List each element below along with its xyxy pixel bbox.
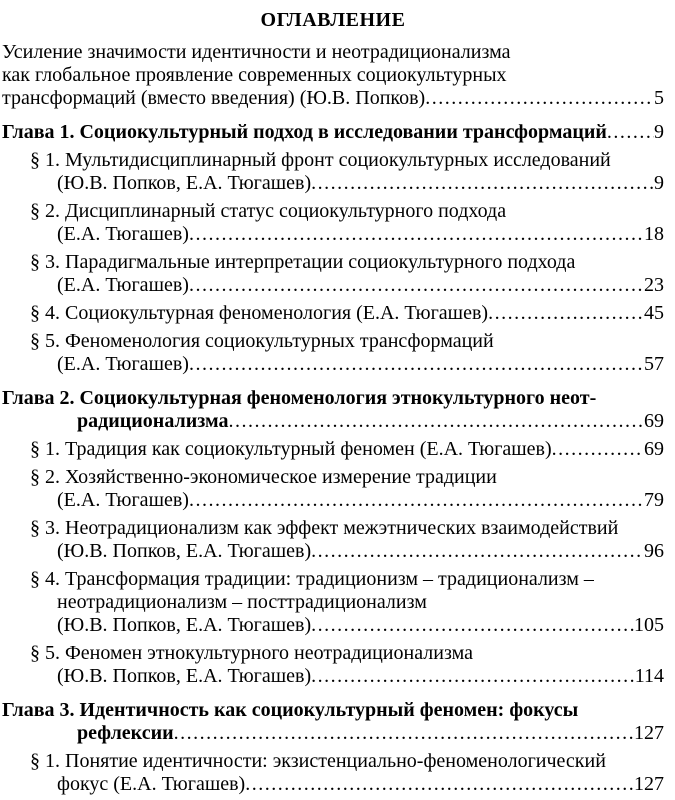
toc-line: § 5. Феноменология социокультурных транс… [30, 330, 494, 352]
page-number: 96 [644, 540, 664, 562]
page-number: 57 [644, 353, 664, 375]
toc-entry-last-line: (Ю.В. Попков, Е.А. Тюгашев) 96 [57, 540, 664, 563]
toc-entry-last-line: трансформаций (вместо введения) (Ю.В. По… [2, 87, 664, 110]
toc-entry-last-line: радиционализма 69 [77, 410, 664, 433]
toc-entry-text: рефлексии [77, 722, 174, 744]
toc-line: § 1. Мультидисциплинарный фронт социокул… [30, 149, 611, 171]
toc-entry-last-line: фокус (Е.А. Тюгашев) 127 [57, 773, 664, 796]
dot-leader [189, 353, 644, 376]
toc-entry-text: (Ю.В. Попков, Е.А. Тюгашев) [57, 614, 312, 636]
toc-entry-text: фокус (Е.А. Тюгашев) [57, 773, 246, 795]
toc-line: § 1. Понятие идентичности: экзистенциаль… [30, 750, 606, 772]
page-number: 9 [654, 121, 664, 143]
dot-leader [425, 87, 654, 110]
dot-leader [488, 302, 644, 325]
page-number: 127 [634, 773, 664, 795]
page-number: 18 [644, 223, 664, 245]
toc-entry-last-line: (Е.А. Тюгашев) 79 [57, 489, 664, 512]
page-number: 9 [654, 172, 664, 194]
toc-entry-last-line: (Ю.В. Попков, Е.А. Тюгашев) 105 [57, 614, 664, 637]
toc-entry-ch1-par1: § 1. Мультидисциплинарный фронт социокул… [2, 149, 664, 195]
dot-leader [311, 665, 635, 688]
toc-entry-last-line: (Е.А. Тюгашев) 57 [57, 353, 664, 376]
toc-line: Глава 3. Идентичность как социокультурны… [2, 699, 579, 721]
toc-entry-text: (Е.А. Тюгашев) [57, 274, 189, 296]
toc-entry-chapter-3: Глава 3. Идентичность как социокультурны… [2, 699, 664, 745]
toc-entry-text: (Ю.В. Попков, Е.А. Тюгашев) [57, 540, 312, 562]
toc-line: § 3. Неотрадиционализм как эффект межэтн… [30, 517, 619, 539]
toc-entry-text: (Е.А. Тюгашев) [57, 489, 189, 511]
dot-leader [229, 410, 645, 433]
toc-entry-last-line: рефлексии 127 [77, 722, 664, 745]
page-number: 114 [634, 665, 664, 687]
toc-line: как глобальное проявление современных со… [2, 64, 507, 86]
toc-entry-text: Глава 1. Социокультурный подход в исслед… [2, 121, 607, 143]
toc-entry-text: § 4. Социокультурная феноменология (Е.А.… [30, 302, 489, 324]
toc-entry-chapter-1: Глава 1. Социокультурный подход в исслед… [2, 121, 664, 144]
toc-entry-last-line: § 4. Социокультурная феноменология (Е.А.… [30, 302, 664, 325]
page-number: 105 [634, 614, 664, 636]
page-number: 69 [644, 410, 664, 432]
toc-entry-ch1-par2: § 2. Дисциплинарный статус социокультурн… [2, 200, 664, 246]
toc-entry-ch2-par4: § 4. Трансформация традиции: традициониз… [2, 568, 664, 637]
toc-entry-ch1-par5: § 5. Феноменология социокультурных транс… [2, 330, 664, 376]
toc-entry-text: (Е.А. Тюгашев) [57, 223, 189, 245]
page-title: ОГЛАВЛЕНИЕ [260, 9, 406, 31]
toc-line: § 4. Трансформация традиции: традициониз… [30, 568, 594, 590]
toc-entry-last-line: (Е.А. Тюгашев) 18 [57, 223, 664, 246]
toc-entry-last-line: (Е.А. Тюгашев) 23 [57, 274, 664, 297]
toc-line: § 5. Феномен этнокультурного неотрадицио… [30, 642, 473, 664]
page-number: 23 [644, 274, 664, 296]
toc-entry-text: радиционализма [77, 410, 229, 432]
toc-entry-text: § 1. Традиция как социокультурный феноме… [30, 438, 552, 460]
dot-leader [189, 223, 644, 246]
dot-leader [189, 274, 644, 297]
toc-entry-last-line: Глава 1. Социокультурный подход в исслед… [2, 121, 664, 144]
page-number: 45 [644, 302, 664, 324]
toc-entry-ch1-par3: § 3. Парадигмальные интерпретации социок… [2, 251, 664, 297]
toc-entry-last-line: § 1. Традиция как социокультурный феноме… [30, 438, 664, 461]
dot-leader [311, 614, 634, 637]
toc-entry-ch2-par3: § 3. Неотрадиционализм как эффект межэтн… [2, 517, 664, 563]
toc-line: § 2. Дисциплинарный статус социокультурн… [30, 200, 507, 222]
dot-leader [552, 438, 644, 461]
dot-leader [311, 540, 644, 563]
page-number: 127 [634, 722, 664, 744]
toc-entry-last-line: (Ю.В. Попков, Е.А. Тюгашев) 9 [57, 172, 664, 195]
page-number: 69 [644, 438, 664, 460]
toc-entry-ch2-par1: § 1. Традиция как социокультурный феноме… [2, 438, 664, 461]
toc-entry-introduction: Усиление значимости идентичности и неотр… [2, 41, 664, 110]
dot-leader [174, 722, 634, 745]
dot-leader [245, 773, 634, 796]
page-number: 79 [644, 489, 664, 511]
toc-line: § 2. Хозяйственно-экономическое измерени… [30, 466, 497, 488]
toc-entry-text: трансформаций (вместо введения) (Ю.В. По… [2, 87, 426, 109]
dot-leader [189, 489, 644, 512]
toc-entry-text: (Ю.В. Попков, Е.А. Тюгашев) [57, 172, 312, 194]
toc-entry-ch1-par4: § 4. Социокультурная феноменология (Е.А.… [2, 302, 664, 325]
dot-leader [311, 172, 654, 195]
toc-line: Глава 2. Социокультурная феноменология э… [2, 387, 597, 409]
toc-entry-last-line: (Ю.В. Попков, Е.А. Тюгашев) 114 [57, 665, 664, 688]
dot-leader [607, 121, 654, 144]
toc-entry-ch3-par1: § 1. Понятие идентичности: экзистенциаль… [2, 750, 664, 796]
toc-entry-chapter-2: Глава 2. Социокультурная феноменология э… [2, 387, 664, 433]
toc-entry-text: (Е.А. Тюгашев) [57, 353, 189, 375]
toc-entry-ch2-par5: § 5. Феномен этнокультурного неотрадицио… [2, 642, 664, 688]
toc-entry-ch2-par2: § 2. Хозяйственно-экономическое измерени… [2, 466, 664, 512]
toc-entry-text: (Ю.В. Попков, Е.А. Тюгашев) [57, 665, 312, 687]
toc-line: § 3. Парадигмальные интерпретации социок… [30, 251, 576, 273]
page-number: 5 [654, 87, 664, 109]
toc-line: Усиление значимости идентичности и неотр… [2, 41, 511, 63]
toc-line: неотрадиционализм – посттрадиционализм [57, 591, 427, 613]
